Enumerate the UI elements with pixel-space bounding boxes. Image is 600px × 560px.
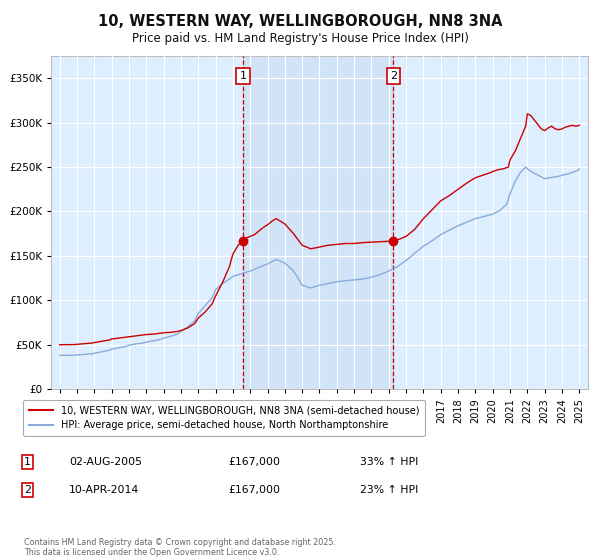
Text: Contains HM Land Registry data © Crown copyright and database right 2025.
This d: Contains HM Land Registry data © Crown c…: [24, 538, 336, 557]
Text: 33% ↑ HPI: 33% ↑ HPI: [360, 457, 418, 467]
Text: 10, WESTERN WAY, WELLINGBOROUGH, NN8 3NA: 10, WESTERN WAY, WELLINGBOROUGH, NN8 3NA: [98, 14, 502, 29]
Text: 02-AUG-2005: 02-AUG-2005: [69, 457, 142, 467]
Text: 2: 2: [390, 71, 397, 81]
Bar: [243, 56, 394, 389]
Text: 10-APR-2014: 10-APR-2014: [69, 485, 139, 495]
Text: 1: 1: [239, 71, 247, 81]
Text: 23% ↑ HPI: 23% ↑ HPI: [360, 485, 418, 495]
Text: £167,000: £167,000: [228, 485, 280, 495]
Text: £167,000: £167,000: [228, 457, 280, 467]
Legend: 10, WESTERN WAY, WELLINGBOROUGH, NN8 3NA (semi-detached house), HPI: Average pri: 10, WESTERN WAY, WELLINGBOROUGH, NN8 3NA…: [23, 400, 425, 436]
Text: 1: 1: [24, 457, 31, 467]
Text: 2: 2: [24, 485, 31, 495]
Text: Price paid vs. HM Land Registry's House Price Index (HPI): Price paid vs. HM Land Registry's House …: [131, 32, 469, 45]
